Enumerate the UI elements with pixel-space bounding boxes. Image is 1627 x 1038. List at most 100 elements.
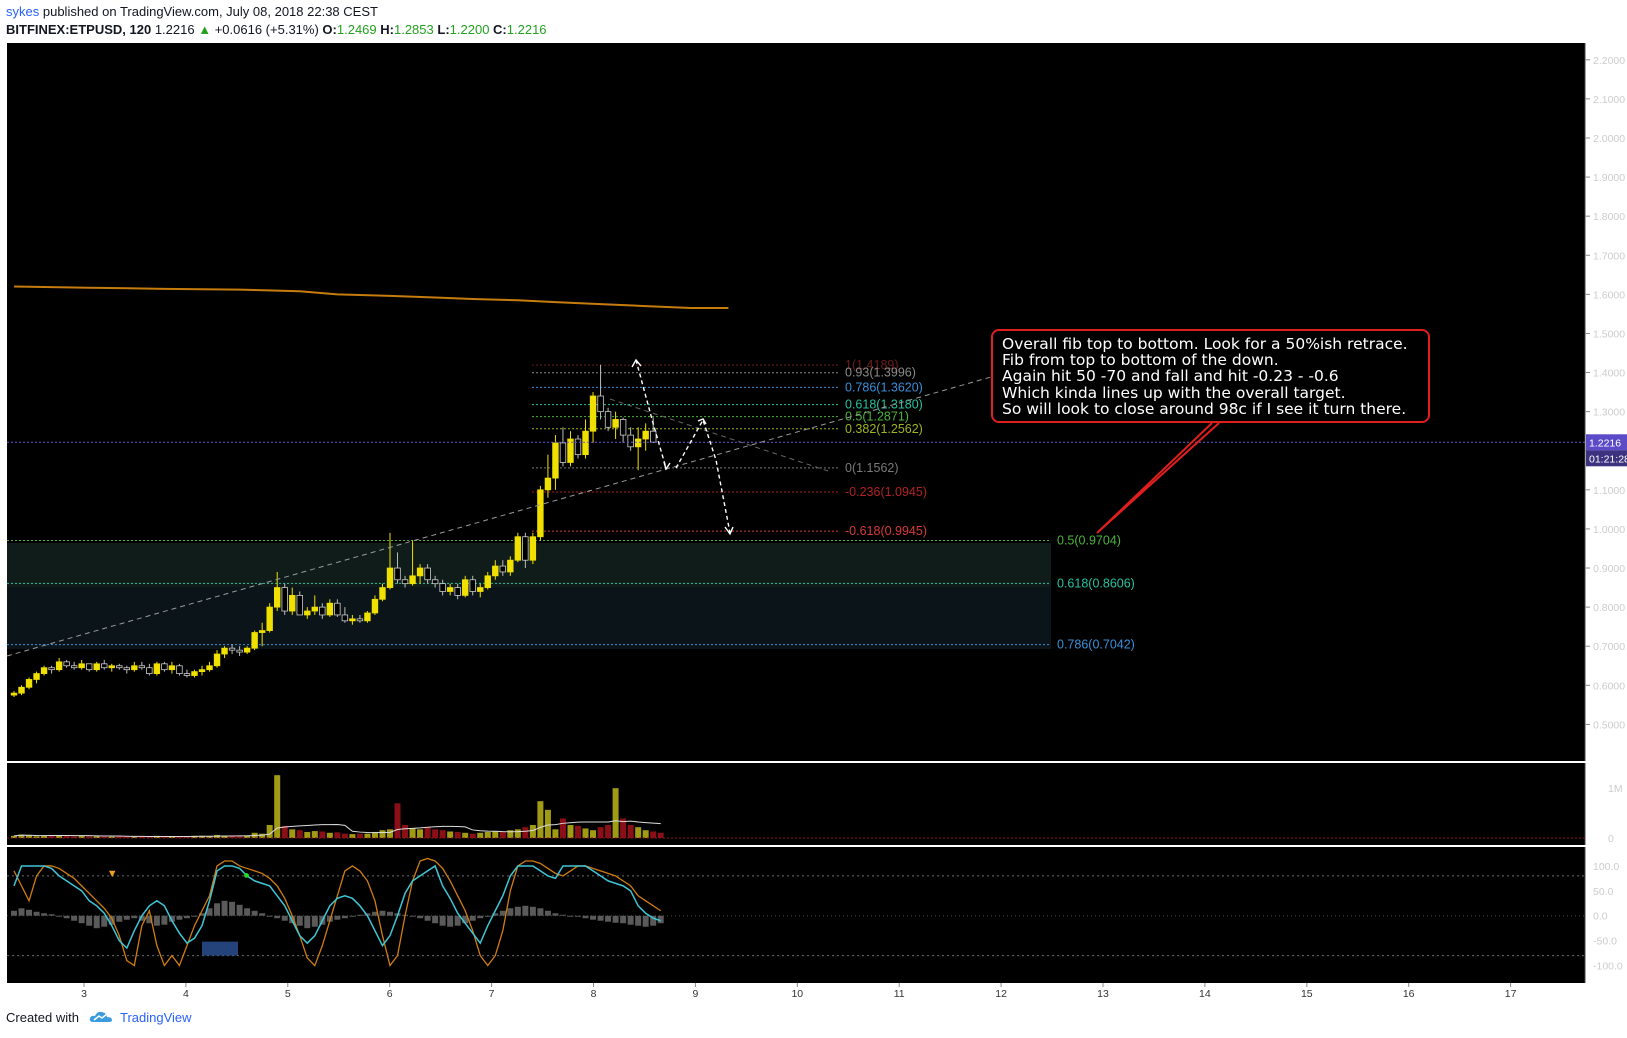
volume-bar (48, 834, 55, 838)
oscillator-tick-label: 100.0 (1593, 861, 1619, 873)
candle-body (243, 647, 251, 653)
oscillator-histogram-bar (605, 915, 612, 922)
oscillator-histogram-bar (131, 915, 138, 919)
candle-body (168, 665, 176, 671)
close-label: C: (493, 22, 507, 37)
oscillator-histogram-bar (597, 915, 604, 921)
price-tick-label: 1.0000 (1593, 524, 1625, 536)
volume-bar (522, 827, 529, 838)
oscillator-histogram-bar (552, 913, 559, 916)
oscillator-histogram-bar (477, 915, 484, 919)
tradingview-link[interactable]: TradingView (120, 1010, 192, 1025)
price-axis[interactable]: 2.2000 2.1000 2.0000 1.9000 1.8000 1.7000 1.60… (1585, 55, 1627, 732)
oscillator-histogram-bar (620, 915, 627, 924)
oscillator-histogram-bar (71, 915, 78, 921)
time-axis[interactable]: 3 4 5 6 7 8 9 10 11 12 13 14 15 16 17 (81, 983, 1517, 1000)
price-tick-label: 0.7000 (1593, 641, 1625, 653)
symbol-label[interactable]: BITFINEX:ETPUSD, 120 (6, 22, 152, 37)
arrowhead-3 (697, 418, 707, 425)
volume-bar (650, 831, 657, 838)
candle-body (296, 594, 303, 616)
candle-body (153, 663, 161, 674)
candle-body (469, 579, 476, 592)
time-tick-label: 15 (1301, 988, 1313, 1000)
oscillator-histogram-bar (424, 915, 431, 921)
price-tick-label: 0.8000 (1593, 602, 1625, 614)
oscillator-tick-label: 50.0 (1593, 886, 1614, 898)
time-tick-label: 16 (1403, 988, 1415, 1000)
oscillator-histogram-bar (183, 915, 190, 919)
projection-path-1 (635, 359, 667, 469)
volume-bar (597, 827, 604, 838)
oscillator-histogram-bar (364, 913, 371, 916)
candle-body (40, 667, 48, 674)
price-tick-label: 1.9000 (1593, 172, 1625, 184)
oscillator-histogram-bar (116, 915, 123, 922)
oscillator-histogram-bar (78, 915, 85, 924)
projection-arrowheads (631, 358, 734, 536)
trend-line[interactable] (6, 374, 999, 657)
oscillator-histogram-bar (304, 915, 311, 929)
fib-local-label: 0.786(1.3620) (845, 380, 923, 394)
candle-body (409, 575, 416, 585)
time-tick-label: 11 (894, 988, 905, 1000)
price-tick-label: 0.6000 (1593, 680, 1625, 692)
candle-body (612, 419, 619, 428)
price-tick-label: 0.9000 (1593, 563, 1625, 575)
candle-body (431, 579, 439, 585)
oscillator-histogram-bar (507, 908, 514, 916)
volume-bar (274, 775, 281, 838)
candle-body (78, 663, 85, 669)
oscillator-histogram-bar (244, 908, 251, 916)
oscillator-histogram-bar (311, 915, 318, 927)
candle-body (138, 665, 146, 669)
volume-bar (191, 835, 198, 838)
candle-body (86, 663, 93, 671)
oscillator-histogram-bar (176, 915, 183, 920)
price-tick-label: 1.8000 (1593, 211, 1625, 223)
candle-body (642, 430, 649, 440)
oscillator-histogram-bar (101, 915, 108, 927)
candle-body (537, 489, 544, 538)
oscillator-histogram-bar (650, 915, 657, 926)
volume-bar (394, 803, 401, 838)
published-text: published on TradingView.com, July 08, 2… (42, 4, 378, 19)
price-tick-label: 1.1000 (1593, 485, 1625, 497)
volume-bar (341, 833, 348, 838)
candle-body (116, 665, 123, 669)
volume-bar (364, 833, 371, 838)
trend-line-down[interactable] (609, 398, 829, 472)
annotation-callout[interactable]: Overall fib top to bottom. Look for a 50… (991, 329, 1430, 423)
volume-bar (93, 836, 100, 838)
oscillator-histogram-bar (221, 900, 228, 916)
candle-body (146, 667, 153, 674)
candle-body (416, 567, 424, 577)
volume-bar (116, 836, 123, 838)
candle-body (236, 649, 243, 653)
candle-body (33, 673, 40, 680)
candle-body (597, 395, 604, 413)
volume-bar (334, 832, 341, 838)
oscillator-histogram-bar (199, 913, 205, 916)
volume-bar (477, 832, 484, 838)
oscillator-histogram-bar (635, 915, 642, 926)
volume-bar (18, 834, 25, 838)
volume-bar (424, 827, 431, 838)
time-tick-label: 4 (183, 988, 189, 1000)
fib-overall-zone-upper (7, 543, 1051, 587)
candle-body (394, 567, 401, 581)
oscillator-group: ▼ ● (7, 857, 1585, 968)
projection-arrows[interactable] (635, 359, 731, 534)
volume-bar (499, 831, 506, 838)
last-price-badge-label: 1.2216 (1589, 437, 1621, 449)
candle-body (492, 565, 499, 577)
volume-bar (56, 835, 63, 838)
change-arrow-icon: ▲ (198, 22, 212, 37)
projection-path-2 (675, 418, 731, 534)
oscillator-histogram-bar (266, 915, 273, 917)
author-link[interactable]: sykes (6, 4, 40, 19)
volume-bar (311, 831, 318, 838)
candle-body (334, 602, 341, 616)
symbol-info: BITFINEX:ETPUSD, 120 1.2216 ▲ +0.0616 (+… (6, 21, 547, 39)
